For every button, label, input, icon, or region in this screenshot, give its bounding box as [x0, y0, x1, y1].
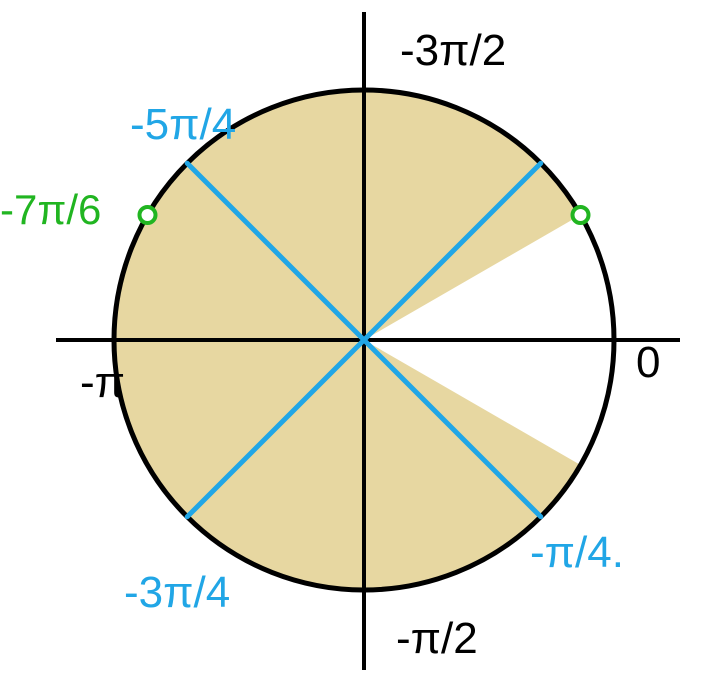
label-top-left: -5π/4	[130, 100, 236, 150]
label-right: 0	[636, 338, 660, 388]
label-bottom-left: -3π/4	[124, 568, 230, 618]
label-top: -3π/2	[400, 26, 506, 76]
label-bottom-right: -π/4.	[530, 528, 624, 578]
label-left-marker: -7π/6	[0, 186, 101, 234]
label-left: -π	[80, 358, 125, 408]
circle-svg	[0, 0, 728, 682]
label-bottom: -π/2	[396, 614, 478, 664]
unit-circle-diagram: -3π/2 -5π/4 -7π/6 -π 0 -π/4. -3π/4 -π/2	[0, 0, 728, 682]
